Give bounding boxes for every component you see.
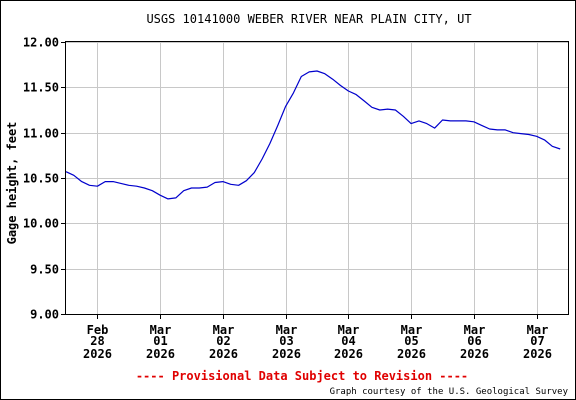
x-tick-year: 2026 [334,347,363,361]
x-tick-year: 2026 [83,347,112,361]
x-tick-year: 2026 [272,347,301,361]
provisional-data-note: ---- Provisional Data Subject to Revisio… [136,369,468,383]
x-tick-day: 05 [404,334,418,348]
x-tick-day: 01 [153,334,167,348]
x-tick-day: 06 [467,334,481,348]
y-tick-label: 11.00 [23,127,59,141]
series-layer [65,70,561,200]
x-tick-month: Mar [276,323,298,337]
x-tick-day: 03 [279,334,293,348]
x-tick-day: 04 [341,334,355,348]
x-tick-month: Mar [527,323,549,337]
x-tick-month: Mar [150,323,172,337]
x-tick-month: Mar [213,323,235,337]
x-tick-day: 07 [530,334,544,348]
x-axis-ticks: Feb282026Mar012026Mar022026Mar032026Mar0… [83,314,552,361]
series-line-0 [65,70,561,200]
y-tick-label: 12.00 [23,36,59,50]
x-tick-month: Feb [87,323,109,337]
x-tick-month: Mar [464,323,486,337]
usgs-credit: Graph courtesy of the U.S. Geological Su… [330,387,569,397]
x-tick-day: 02 [216,334,230,348]
x-tick-year: 2026 [209,347,238,361]
y-tick-label: 10.00 [23,217,59,231]
x-tick-month: Mar [401,323,423,337]
x-tick-month: Mar [338,323,360,337]
y-axis-label: Gage height, feet [5,122,19,245]
x-tick-day: 28 [90,334,104,348]
x-tick-year: 2026 [397,347,426,361]
y-tick-label: 10.50 [23,172,59,186]
y-tick-label: 9.50 [30,263,59,277]
x-tick-year: 2026 [523,347,552,361]
x-tick-year: 2026 [146,347,175,361]
chart-title: USGS 10141000 WEBER RIVER NEAR PLAIN CIT… [146,12,471,26]
x-tick-year: 2026 [460,347,489,361]
plot-area-border [65,41,569,315]
y-tick-label: 11.50 [23,81,59,95]
y-tick-label: 9.00 [30,308,59,322]
